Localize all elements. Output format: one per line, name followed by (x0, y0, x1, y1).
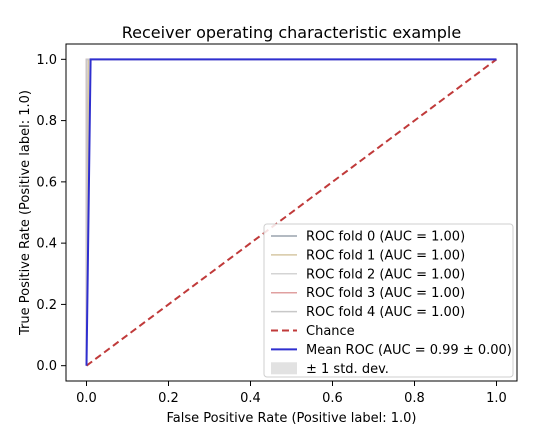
legend-label-roc-fold-1-auc-1-00: ROC fold 1 (AUC = 1.00) (306, 248, 465, 263)
x-tick-label: 0.8 (404, 391, 425, 406)
x-axis-label: False Positive Rate (Positive label: 1.0… (167, 411, 417, 426)
legend-label-1-std-dev: ± 1 std. dev. (306, 362, 389, 377)
y-tick-label: 0.8 (36, 114, 57, 129)
y-tick-label: 0.0 (36, 359, 57, 374)
x-ticks: 0.0 0.2 0.4 0.6 0.8 1.0 (76, 381, 507, 406)
series-mean-roc-auc-0-99-0-00 (85, 58, 497, 366)
x-tick-label: 0.4 (240, 391, 261, 406)
legend-label-mean-roc-auc-0-99-0-00: Mean ROC (AUC = 0.99 ± 0.00) (306, 343, 512, 358)
y-tick-label: 0.2 (36, 298, 57, 313)
y-tick-label: 0.4 (36, 237, 57, 252)
axes-frame (65, 43, 518, 382)
y-tick-label: 1.0 (36, 53, 57, 68)
x-tick-label: 0.6 (322, 391, 343, 406)
x-tick-label: 0.2 (158, 391, 179, 406)
legend: ROC fold 0 (AUC = 1.00) ROC fold 1 (AUC =… (263, 223, 514, 378)
legend-label-roc-fold-2-auc-1-00: ROC fold 2 (AUC = 1.00) (306, 267, 465, 282)
x-tick-label: 0.0 (76, 391, 97, 406)
legend-label-chance: Chance (306, 324, 355, 339)
legend-label-roc-fold-3-auc-1-00: ROC fold 3 (AUC = 1.00) (306, 286, 465, 301)
legend-items: ROC fold 0 (AUC = 1.00) ROC fold 1 (AUC =… (271, 230, 512, 377)
series-chance (85, 58, 498, 367)
y-axis-label: True Positive Rate (Positive label: 1.0) (18, 90, 33, 336)
y-ticks: 0.0 0.2 0.4 0.6 0.8 1.0 (36, 53, 66, 374)
legend-label-roc-fold-4-auc-1-00: ROC fold 4 (AUC = 1.00) (306, 305, 465, 320)
legend-box (263, 223, 514, 378)
legend-swatch-1-std-dev (271, 362, 297, 375)
chart-title: Receiver operating characteristic exampl… (122, 23, 461, 42)
x-tick-label: 1.0 (486, 391, 507, 406)
legend-label-roc-fold-0-auc-1-00: ROC fold 0 (AUC = 1.00) (306, 230, 465, 245)
plot-layer (85, 58, 498, 367)
y-tick-label: 0.6 (36, 175, 57, 190)
